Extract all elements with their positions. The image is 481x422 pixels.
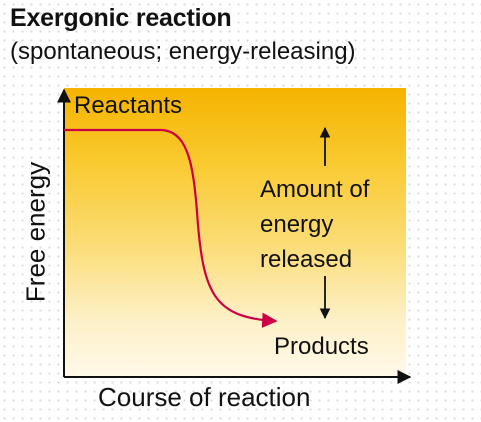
x-axis-label: Course of reaction — [98, 382, 311, 412]
energy-label-line: energy — [260, 211, 334, 238]
reactants-label: Reactants — [74, 92, 183, 119]
energy-curve — [64, 128, 278, 328]
energy-label-line: released — [260, 246, 353, 273]
products-label: Products — [274, 333, 369, 360]
diagram-title: Exergonic reaction — [10, 4, 232, 32]
y-axis-label: Free energy — [20, 161, 51, 303]
plot-area-gradient — [64, 88, 406, 376]
diagram-subtitle: (spontaneous; energy-releasing) — [10, 38, 356, 65]
energy-label-line: Amount of — [260, 176, 370, 203]
energy-released-label: Amount of energy released — [260, 172, 369, 277]
